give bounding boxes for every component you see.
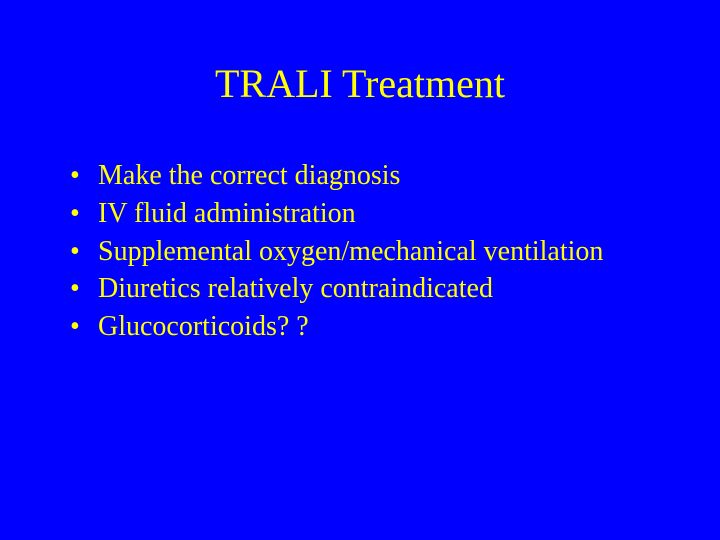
slide-title: TRALI Treatment [50,60,670,107]
slide-container: TRALI Treatment Make the correct diagnos… [0,0,720,540]
list-item: Make the correct diagnosis [70,157,670,195]
bullet-list: Make the correct diagnosis IV fluid admi… [50,157,670,346]
list-item: IV fluid administration [70,195,670,233]
list-item: Diuretics relatively contraindicated [70,270,670,308]
list-item: Supplemental oxygen/mechanical ventilati… [70,233,670,271]
list-item: Glucocorticoids? ? [70,308,670,346]
